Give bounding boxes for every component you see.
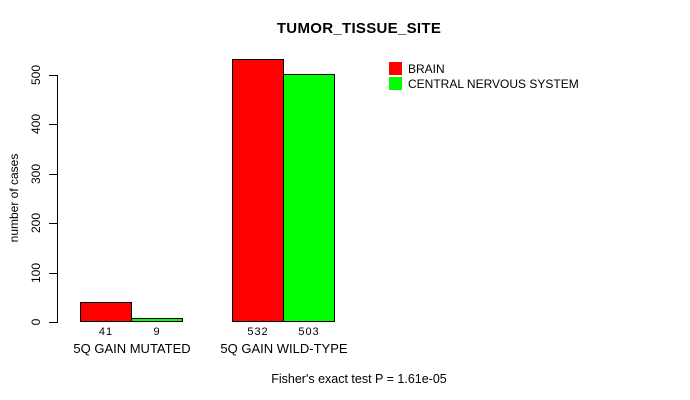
footer-annotation: Fisher's exact test P = 1.61e-05: [271, 372, 447, 386]
y-axis-tick-label: 0: [29, 318, 43, 326]
bar-central-nervous-system: [283, 74, 335, 322]
y-axis-tick: [49, 223, 57, 224]
bar-value-label: 41: [98, 326, 114, 338]
y-axis-tick-label: 200: [29, 212, 43, 234]
y-axis-title: number of cases: [7, 153, 21, 243]
legend-swatch-brain: [389, 62, 402, 75]
bar-value-label: 503: [298, 326, 320, 338]
bar-value-label: 532: [247, 326, 269, 338]
y-axis-tick-label: 400: [29, 113, 43, 135]
y-axis-line: [57, 75, 58, 323]
legend: BRAIN CENTRAL NERVOUS SYSTEM: [389, 61, 579, 91]
bar-brain: [80, 302, 132, 322]
y-axis-tick-label: 100: [29, 262, 43, 284]
bar-value-label: 9: [153, 326, 161, 338]
chart-title: TUMOR_TISSUE_SITE: [276, 20, 442, 37]
y-axis-tick: [49, 273, 57, 274]
y-axis-tick-label: 300: [29, 163, 43, 185]
x-axis-category-label: 5Q GAIN MUTATED: [73, 341, 191, 356]
legend-item-central-nervous-system: CENTRAL NERVOUS SYSTEM: [389, 76, 579, 91]
x-axis-category-label: 5Q GAIN WILD-TYPE: [220, 341, 348, 356]
legend-item-brain: BRAIN: [389, 61, 579, 76]
legend-label-central-nervous-system: CENTRAL NERVOUS SYSTEM: [408, 76, 579, 91]
legend-swatch-central-nervous-system: [389, 77, 402, 90]
bar-brain: [232, 59, 284, 322]
bar-central-nervous-system: [131, 318, 183, 322]
legend-label-brain: BRAIN: [408, 61, 445, 76]
y-axis-tick-label: 500: [29, 64, 43, 86]
y-axis-tick: [49, 174, 57, 175]
y-axis-tick: [49, 322, 57, 323]
y-axis-tick: [49, 75, 57, 76]
y-axis-tick: [49, 124, 57, 125]
